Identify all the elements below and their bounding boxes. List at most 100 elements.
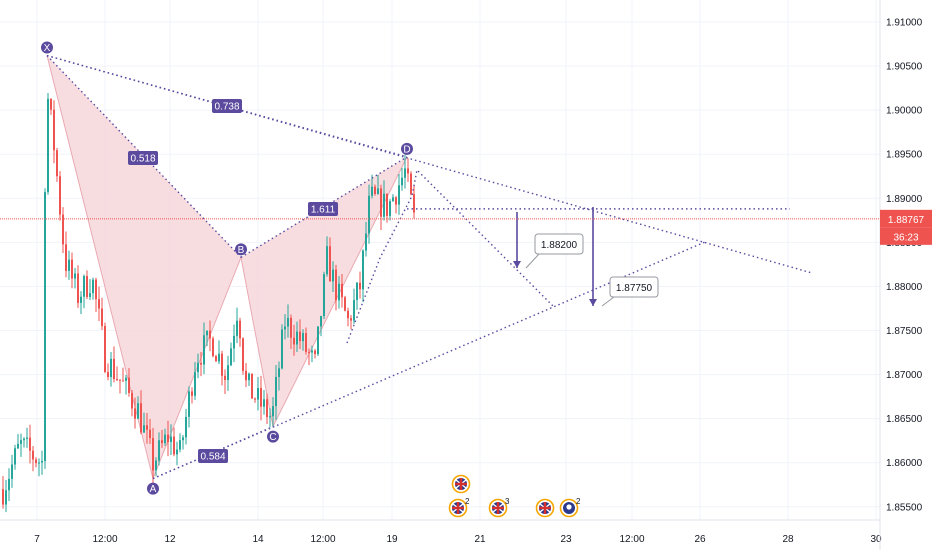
pattern-point-label: C — [269, 432, 276, 443]
candle-body — [20, 440, 22, 444]
candle-body — [62, 214, 64, 245]
pattern-point-label: X — [44, 43, 51, 54]
price-tick-label: 1.89000 — [886, 194, 923, 205]
candle-body — [407, 168, 409, 174]
candle-body — [404, 168, 406, 178]
candle-body — [29, 437, 31, 451]
candlestick-series — [2, 92, 415, 513]
pattern-overlay: X A B C D 0.518 0.584 1.611 0.738 1.88200 1.87750 2… — [0, 41, 880, 518]
candle-body — [305, 333, 307, 352]
candle-body — [284, 326, 286, 330]
pattern-point-badge — [267, 430, 279, 443]
time-tick-label: 12:00 — [310, 534, 335, 545]
candle-body — [395, 197, 397, 205]
pattern-point-badge — [235, 243, 247, 256]
event-count: 2 — [576, 497, 581, 506]
time-tick-label: 28 — [782, 534, 794, 545]
uk-flag-icon[interactable] — [451, 474, 471, 494]
candle-body — [8, 478, 10, 491]
price-tick-label: 1.89500 — [886, 150, 923, 161]
candle-body — [173, 436, 175, 455]
candle-body — [386, 193, 388, 216]
price-tick-label: 1.90000 — [886, 106, 923, 117]
candle-body — [377, 188, 379, 194]
candle-body — [326, 246, 328, 275]
pattern-point-badge — [401, 142, 413, 155]
candle-body — [164, 434, 166, 444]
candle-body — [68, 259, 70, 271]
candle-body — [344, 297, 346, 311]
uk-flag-icon[interactable]: 2 — [448, 497, 471, 518]
candle-body — [410, 173, 412, 195]
time-tick-label: 12 — [164, 534, 176, 545]
jp-flag-icon[interactable]: 2 — [559, 497, 582, 518]
price-tick-label: 1.86000 — [886, 458, 923, 469]
candle-body — [137, 403, 139, 419]
candle-body — [125, 377, 127, 381]
candle-body — [356, 282, 358, 301]
pattern-point-label: D — [403, 144, 410, 155]
candle-body — [320, 316, 322, 327]
ratio-badge — [212, 99, 242, 113]
candle-body — [53, 109, 55, 151]
candle-body — [278, 368, 280, 377]
candle-body — [362, 250, 364, 290]
uk-flag-icon[interactable]: 3 — [488, 497, 511, 518]
candle-body — [14, 448, 16, 465]
target-callout-leader — [601, 296, 615, 307]
candle-body — [290, 317, 292, 338]
candle-body — [140, 403, 142, 433]
candle-body — [158, 440, 160, 461]
flag-cross — [456, 502, 460, 514]
candle-body — [143, 425, 145, 433]
candle-body — [65, 244, 67, 271]
candle-body — [203, 335, 205, 365]
last-price-tag — [880, 209, 932, 228]
candle-body — [128, 377, 130, 393]
candle-body — [74, 273, 76, 279]
candle-body — [383, 193, 385, 217]
candle-body — [368, 195, 370, 234]
ratio-label: 1.611 — [311, 205, 336, 216]
candle-body — [245, 370, 247, 381]
uk-flag-icon[interactable] — [535, 498, 555, 518]
candle-body — [167, 434, 169, 443]
candle-body — [338, 283, 340, 301]
candle-body — [323, 274, 325, 317]
candle-body — [398, 185, 400, 205]
candle-body — [332, 269, 334, 282]
candle-body — [98, 299, 100, 309]
candle-body — [47, 98, 49, 193]
candle-body — [299, 331, 301, 342]
candle-body — [131, 392, 133, 409]
ratio-label: 0.584 — [200, 452, 225, 463]
candle-body — [101, 308, 103, 327]
candle-body — [83, 276, 85, 297]
ratio-badge — [128, 151, 158, 165]
candle-body — [293, 337, 295, 345]
candle-body — [233, 335, 235, 349]
time-tick-label: 12:00 — [92, 534, 117, 545]
upper-trendline — [46, 54, 813, 274]
candle-body — [236, 320, 238, 336]
candle-body — [2, 489, 4, 505]
candle-body — [179, 440, 181, 450]
candle-body — [221, 353, 223, 376]
candle-body — [227, 365, 229, 380]
candle-body — [206, 330, 208, 336]
pattern-point-badge — [41, 41, 53, 54]
pattern-point-label: A — [150, 484, 157, 495]
event-count: 3 — [505, 497, 510, 506]
candle-body — [182, 437, 184, 441]
target-callout-box — [534, 233, 584, 255]
candle-body — [281, 329, 283, 369]
flag-cross — [543, 502, 547, 514]
flag-cross — [496, 502, 500, 514]
candle-body — [107, 372, 109, 377]
price-tick-label: 1.91000 — [886, 18, 923, 29]
candle-body — [251, 373, 253, 399]
candle-body — [185, 416, 187, 438]
ratio-label: 0.738 — [214, 102, 239, 113]
